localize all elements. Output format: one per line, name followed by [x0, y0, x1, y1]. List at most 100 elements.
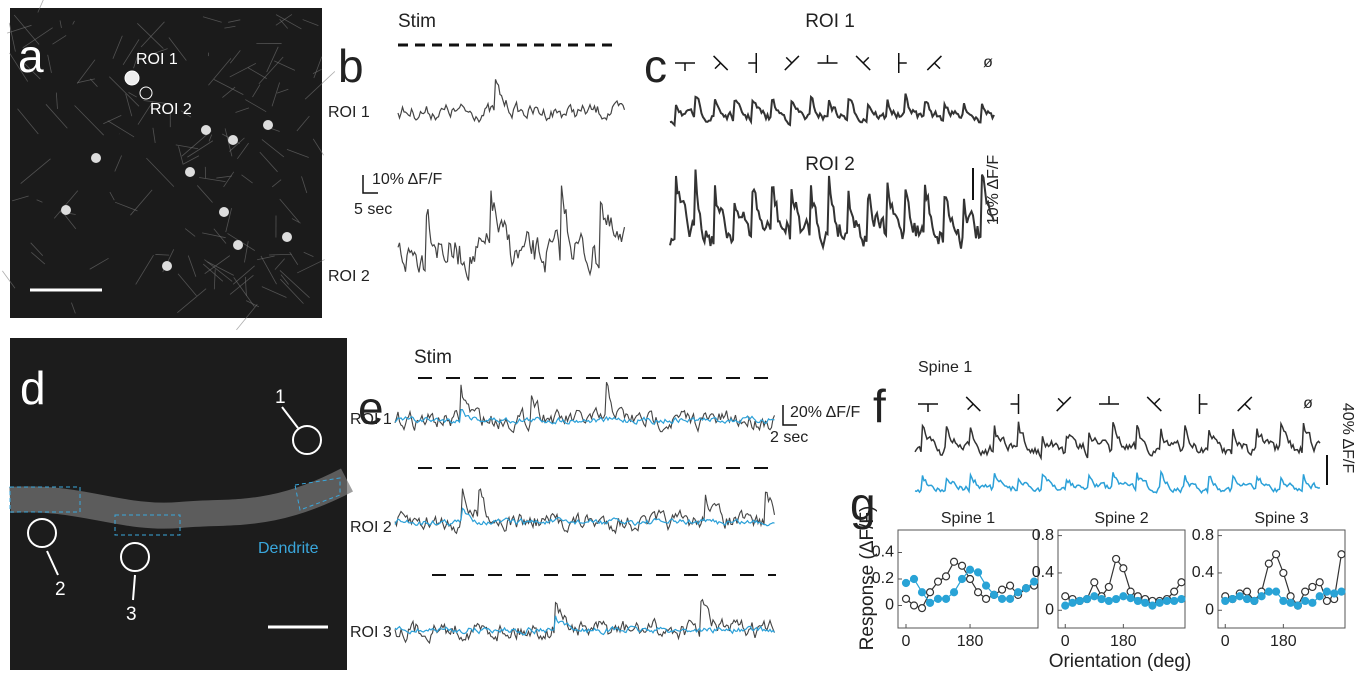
trace — [394, 507, 775, 527]
data-point — [909, 601, 919, 610]
trace — [394, 488, 776, 535]
data-point — [1170, 587, 1179, 596]
neurite — [37, 0, 44, 13]
data-point — [1301, 587, 1310, 596]
neurite — [213, 269, 216, 290]
x-axis-label: Orientation (deg) — [1049, 651, 1192, 672]
neurite — [114, 201, 138, 212]
plot-frame — [1057, 529, 1186, 629]
data-point — [1308, 598, 1317, 607]
spine-number: 3 — [126, 604, 137, 625]
scale-label: 2 sec — [770, 429, 808, 446]
neurite — [236, 304, 258, 331]
cell — [91, 153, 101, 163]
neurite — [216, 175, 233, 179]
x-tick-label: 180 — [957, 633, 984, 650]
data-point — [1242, 587, 1252, 596]
data-point — [949, 588, 959, 597]
neurite — [233, 277, 255, 307]
neurite — [269, 253, 292, 256]
neurite — [74, 105, 105, 136]
neurite — [279, 270, 310, 298]
neurite — [135, 254, 154, 285]
data-point — [981, 581, 991, 590]
trace — [397, 79, 626, 124]
trace — [669, 93, 995, 128]
y-axis-label: Response (ΔF/F) — [857, 506, 878, 651]
spine-marker — [292, 425, 322, 455]
data-point — [925, 588, 935, 597]
neurite — [36, 199, 43, 203]
neurite — [130, 189, 153, 216]
neurite — [312, 138, 324, 156]
grating-glyph — [933, 62, 941, 70]
data-point — [1097, 594, 1106, 604]
data-point — [1242, 594, 1252, 604]
neurite — [261, 139, 285, 158]
cell — [201, 125, 211, 135]
neurite — [180, 110, 192, 118]
data-point — [909, 574, 919, 584]
data-point — [1005, 581, 1015, 590]
data-point — [941, 594, 951, 603]
data-point — [1090, 578, 1099, 587]
data-point — [1257, 592, 1266, 601]
data-point — [965, 574, 975, 584]
tuning-charts: Spine 1 0 0.2 0.4 0 180 Spine 2 0 0.4 0.8 0 180 Spin… — [872, 510, 1346, 650]
data-point — [1021, 584, 1031, 593]
data-point — [981, 594, 991, 603]
data-point — [1264, 587, 1273, 596]
data-point — [997, 585, 1007, 594]
grating-glyph — [862, 56, 870, 64]
y-tick-label: 0.4 — [1192, 564, 1214, 581]
neurite — [71, 302, 76, 314]
neurite — [150, 48, 168, 56]
data-point — [925, 598, 935, 607]
spine-number: 2 — [55, 579, 66, 600]
x-tick-label: 0 — [1061, 633, 1070, 650]
neurite — [148, 61, 159, 64]
neurite — [8, 22, 16, 52]
panel-label: c — [644, 40, 667, 92]
data-point — [1279, 568, 1288, 578]
data-point — [1155, 598, 1164, 607]
neurite — [178, 146, 184, 165]
data-point — [1061, 592, 1070, 601]
x-tick-label: 0 — [902, 633, 911, 650]
neurite — [125, 93, 133, 117]
x-tick-label: 180 — [1110, 633, 1137, 650]
neurite — [261, 286, 287, 298]
trace-label: ROI 2 — [350, 519, 392, 536]
data-point — [1148, 601, 1157, 610]
data-point — [1330, 589, 1339, 598]
neurite — [297, 259, 325, 274]
neurite — [137, 101, 154, 125]
neurite — [279, 18, 288, 29]
neurite — [274, 60, 296, 71]
panel-label: e — [358, 382, 384, 434]
chart-title: Spine 1 — [941, 510, 995, 527]
neurite — [232, 265, 255, 285]
neurite — [146, 157, 175, 187]
panel-label: g — [850, 478, 876, 530]
grating-glyph — [785, 56, 793, 64]
roi-label: ROI 2 — [150, 101, 192, 118]
data-point — [1264, 559, 1273, 568]
neurite — [244, 241, 249, 263]
data-point — [1162, 596, 1172, 606]
cell — [61, 205, 71, 215]
neurite — [241, 174, 253, 184]
data-point — [1308, 582, 1317, 592]
data-point — [1271, 550, 1281, 559]
fit-line — [905, 569, 1035, 604]
neurite — [143, 100, 170, 105]
scale-label: 10% ΔF/F — [985, 155, 1002, 225]
neurite — [280, 274, 289, 285]
trace-label: ROI 2 — [328, 268, 370, 285]
neurite — [177, 288, 207, 313]
x-tick-label: 180 — [1270, 633, 1297, 650]
scale-label: 10% ΔF/F — [372, 171, 442, 188]
neurite — [11, 195, 29, 202]
neurite — [257, 255, 275, 261]
